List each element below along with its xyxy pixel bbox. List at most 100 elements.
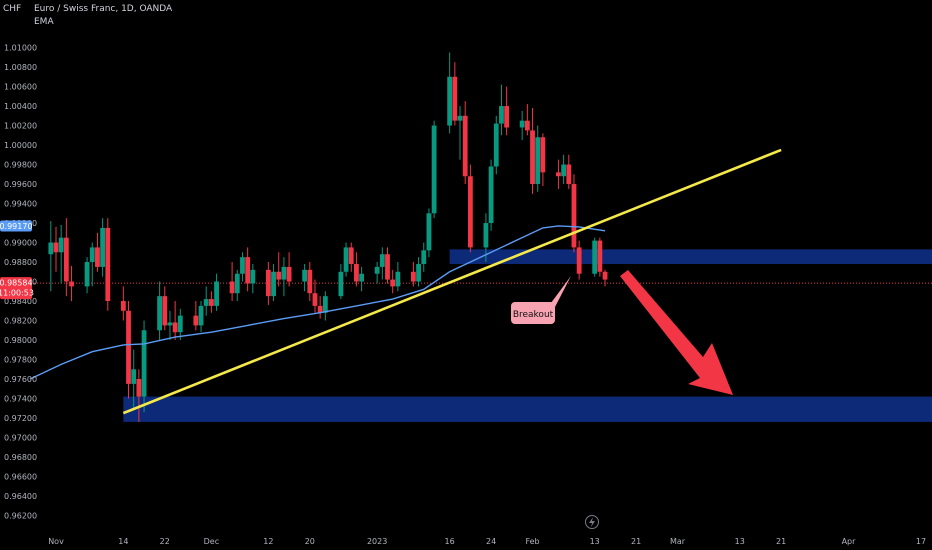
candle-body xyxy=(426,213,432,251)
indicator-label[interactable]: EMA xyxy=(34,17,54,27)
candle xyxy=(524,104,530,136)
candle-body xyxy=(592,240,598,274)
y-tick-label: 1.00200 xyxy=(4,122,37,131)
y-tick-label: 0.97400 xyxy=(4,395,37,404)
candle-body xyxy=(203,299,209,306)
candle-body xyxy=(338,271,344,297)
candle xyxy=(343,242,349,277)
candle-body xyxy=(69,281,74,287)
zone-0[interactable] xyxy=(449,249,932,264)
x-axis: Nov 14 22 Dec 12 20 2023 16 24 Feb 13 21 Mar 13 21 Apr 1… xyxy=(48,537,926,546)
candle xyxy=(374,262,380,284)
breakout-callout[interactable]: Breakout xyxy=(511,276,571,324)
candle xyxy=(214,273,219,311)
symbol-title[interactable]: Euro / Swiss Franc, 1D, OANDA xyxy=(34,4,173,14)
candle-body xyxy=(447,76,453,126)
candle-body xyxy=(141,330,147,397)
candle-body xyxy=(457,115,463,121)
candle xyxy=(162,286,168,331)
candle xyxy=(540,133,546,186)
y-tick-label: 0.98800 xyxy=(4,258,37,267)
candle xyxy=(271,263,276,302)
x-tick-label: 14 xyxy=(118,537,128,546)
candle-body xyxy=(136,379,142,397)
candle-body xyxy=(395,271,401,287)
candle-body xyxy=(556,172,561,177)
candle-body xyxy=(524,120,530,131)
candle-body xyxy=(167,322,173,326)
candle xyxy=(100,218,106,277)
candle-body xyxy=(312,293,318,306)
candle xyxy=(483,213,489,263)
y-tick-label: 1.00600 xyxy=(4,83,37,92)
candle-body xyxy=(302,269,308,282)
candle-body xyxy=(48,242,54,255)
candle-body xyxy=(535,137,541,185)
candle xyxy=(286,252,292,287)
candle-body xyxy=(84,262,90,287)
candle-body xyxy=(385,254,390,280)
candle xyxy=(416,257,421,287)
candle-body xyxy=(576,247,582,274)
candle xyxy=(426,208,432,258)
candle xyxy=(488,159,494,231)
y-tick-label: 0.99800 xyxy=(4,161,37,170)
candle xyxy=(250,263,256,294)
x-tick-label: 24 xyxy=(486,537,496,546)
x-tick-label: Dec xyxy=(204,537,219,546)
candle xyxy=(602,269,608,287)
candle xyxy=(131,349,137,409)
candle xyxy=(519,110,525,141)
candle xyxy=(467,164,473,253)
candle xyxy=(359,266,364,292)
candle-body xyxy=(343,247,349,272)
candle xyxy=(234,269,240,302)
candle-body xyxy=(499,106,504,124)
candle xyxy=(462,101,468,185)
candle-body xyxy=(89,247,95,263)
candle-body xyxy=(245,257,251,284)
x-tick-label: 21 xyxy=(631,537,641,546)
candle xyxy=(53,226,59,272)
candle-body xyxy=(421,250,427,264)
candle xyxy=(307,262,313,302)
candle xyxy=(530,107,535,194)
candle xyxy=(120,286,126,321)
x-tick-label: Feb xyxy=(525,537,539,546)
lightning-icon[interactable] xyxy=(585,515,599,529)
candle-body xyxy=(359,273,364,282)
y-tick-label: 0.97000 xyxy=(4,434,37,443)
zone-1[interactable] xyxy=(123,396,932,422)
y-tick-label: 0.99400 xyxy=(4,200,37,209)
y-tick-label: 0.98000 xyxy=(4,336,37,345)
candle-body xyxy=(566,164,572,185)
trendline[interactable] xyxy=(122,148,782,415)
y-tick-label: 0.96600 xyxy=(4,473,37,482)
y-tick-label: 0.96200 xyxy=(4,512,37,521)
candle-body xyxy=(131,369,137,384)
candle xyxy=(447,52,453,134)
candle xyxy=(499,84,504,136)
last-price-text: 0.98584 xyxy=(0,279,33,288)
y-tick-label: 0.98200 xyxy=(4,317,37,326)
candle xyxy=(89,242,95,287)
candle-body xyxy=(307,269,313,294)
candle-body xyxy=(240,257,245,274)
x-tick-label: 21 xyxy=(776,537,786,546)
candle-body xyxy=(602,271,608,280)
last-price-label: 0.98584 11:00:53 xyxy=(0,277,34,300)
candle-body xyxy=(483,223,489,248)
candle xyxy=(208,291,214,313)
candle xyxy=(390,269,396,294)
down-arrow xyxy=(620,270,733,395)
candle-body xyxy=(172,322,178,333)
breakout-label: Breakout xyxy=(513,310,554,320)
candle-body xyxy=(379,254,385,267)
y-tick-label: 0.98400 xyxy=(4,297,37,306)
x-tick-label: 16 xyxy=(445,537,455,546)
candle xyxy=(229,262,235,302)
x-tick-label: 13 xyxy=(590,537,600,546)
currency-label: CHF xyxy=(3,4,22,14)
candle-body xyxy=(488,166,494,224)
